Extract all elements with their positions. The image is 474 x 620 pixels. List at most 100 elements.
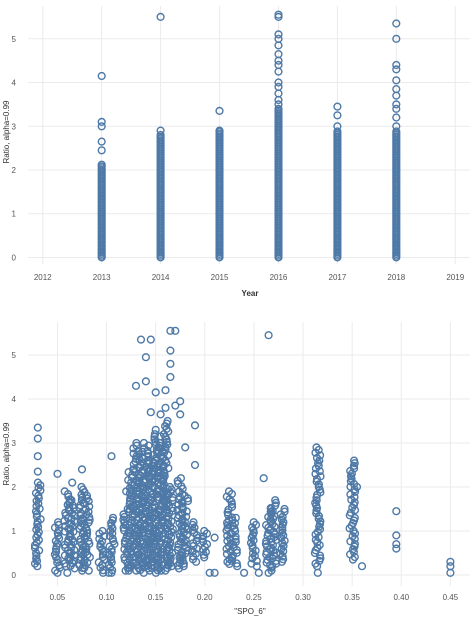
- chart2-point: [140, 444, 149, 453]
- chart2-point: [141, 353, 151, 362]
- chart1-point: [156, 130, 165, 140]
- chart1-y-tick-label: 2: [12, 166, 17, 175]
- chart1-point: [392, 60, 401, 70]
- chart2-point: [259, 474, 268, 483]
- chart2-point: [53, 469, 62, 478]
- chart2-point: [146, 335, 155, 344]
- chart2-point: [280, 507, 289, 516]
- chart1-point: [274, 10, 283, 19]
- chart2-point: [200, 526, 209, 536]
- chart2-point: [392, 540, 401, 549]
- chart1-point: [274, 34, 283, 43]
- chart2-point: [178, 502, 187, 511]
- chart2-point: [210, 533, 219, 542]
- chart2-x-tick-label: 0.35: [344, 593, 360, 602]
- chart2-point: [313, 568, 322, 577]
- chart1-x-tick-label: 2017: [329, 273, 347, 282]
- chart2-point: [231, 535, 240, 544]
- chart1-point: [215, 106, 224, 116]
- chart2-point: [136, 335, 146, 344]
- chart2-point: [151, 425, 160, 434]
- chart2-point: [176, 397, 185, 406]
- chart2-point: [108, 513, 118, 522]
- chart1-point: [333, 127, 342, 136]
- chart2-point: [98, 552, 108, 562]
- chart2-point: [357, 562, 367, 571]
- spo6-scatter-chart: 0 1 2 3 4 5 0.05 0.10 0.15 0.20 0.25 0.30 0.35 0.40 0.…: [2, 322, 470, 616]
- chart1-gridlines: [28, 6, 470, 264]
- chart2-point: [107, 521, 116, 530]
- chart2-point: [135, 534, 144, 543]
- chart2-point: [156, 410, 165, 419]
- chart2-point: [350, 485, 359, 494]
- chart1-x-axis-title: Year: [242, 289, 259, 298]
- chart1-point: [156, 126, 165, 135]
- chart1-point: [333, 122, 342, 131]
- chart2-point: [159, 461, 168, 470]
- chart2-point: [53, 568, 62, 577]
- chart1-point: [392, 19, 401, 28]
- chart2-point: [180, 541, 189, 550]
- chart2-point: [107, 568, 116, 577]
- chart1-point: [97, 122, 106, 131]
- chart2-point: [350, 464, 359, 473]
- chart1-y-tick-label: 0: [12, 253, 17, 262]
- chart2-point: [34, 546, 44, 555]
- chart2-point: [77, 482, 86, 492]
- chart2-point: [280, 504, 289, 514]
- chart2-point: [224, 487, 234, 496]
- chart1-point: [274, 49, 283, 59]
- chart1-point: [392, 76, 401, 85]
- chart2-point: [223, 536, 232, 546]
- chart2-x-axis-title: "SPO_6": [234, 607, 266, 616]
- chart2-y-tick-label: 4: [12, 395, 17, 404]
- chart1-point: [97, 160, 106, 169]
- chart2-point: [312, 509, 321, 518]
- chart1-point: [392, 104, 401, 113]
- chart2-point: [67, 496, 76, 505]
- chart2-point: [176, 410, 185, 419]
- year-scatter-chart: 0 1 2 3 4 5 2012 2013 2014 2015 2016 2017 2018 2019 Y…: [2, 6, 470, 298]
- chart2-point: [33, 467, 42, 476]
- chart1-point: [392, 113, 401, 122]
- chart2-point: [446, 568, 455, 577]
- chart1-point: [333, 111, 342, 120]
- chart2-point: [33, 434, 42, 443]
- chart2-point: [161, 386, 170, 395]
- chart1-point: [274, 60, 283, 70]
- chart1-y-tick-label: 3: [12, 122, 17, 131]
- chart2-point: [190, 421, 200, 430]
- chart2-point: [179, 562, 188, 571]
- chart2-point: [122, 487, 131, 496]
- chart2-point: [171, 326, 180, 335]
- chart2-point: [139, 438, 149, 448]
- chart1-x-tick-label: 2018: [387, 273, 405, 282]
- chart2-x-tick-label: 0.30: [295, 593, 311, 602]
- chart2-point: [33, 423, 42, 432]
- chart2-point: [139, 499, 148, 508]
- chart2-point: [350, 456, 359, 465]
- chart2-x-tick-label: 0.40: [393, 593, 409, 602]
- chart2-point: [132, 441, 141, 450]
- chart1-point: [392, 127, 401, 136]
- chart2-point: [264, 568, 273, 577]
- chart2-point: [30, 543, 40, 553]
- chart1-x-tick-label: 2019: [446, 273, 464, 282]
- chart2-point: [346, 508, 355, 517]
- chart1-point: [274, 100, 283, 109]
- chart1-point: [97, 137, 106, 146]
- chart2-point: [166, 346, 175, 355]
- chart2-y-tick-label: 0: [12, 571, 17, 580]
- chart2-x-tick-label: 0.10: [99, 593, 115, 602]
- chart2-point: [32, 554, 41, 563]
- chart2-point: [166, 359, 175, 368]
- chart2-point: [168, 525, 177, 534]
- chart2-point: [189, 552, 198, 561]
- chart1-x-tick-label: 2015: [211, 273, 229, 282]
- chart1-x-tick-label: 2012: [34, 273, 52, 282]
- chart2-point: [188, 547, 197, 556]
- chart2-point: [264, 331, 273, 340]
- chart2-point: [181, 443, 190, 452]
- chart2-point: [168, 506, 177, 515]
- chart2-point: [254, 568, 263, 577]
